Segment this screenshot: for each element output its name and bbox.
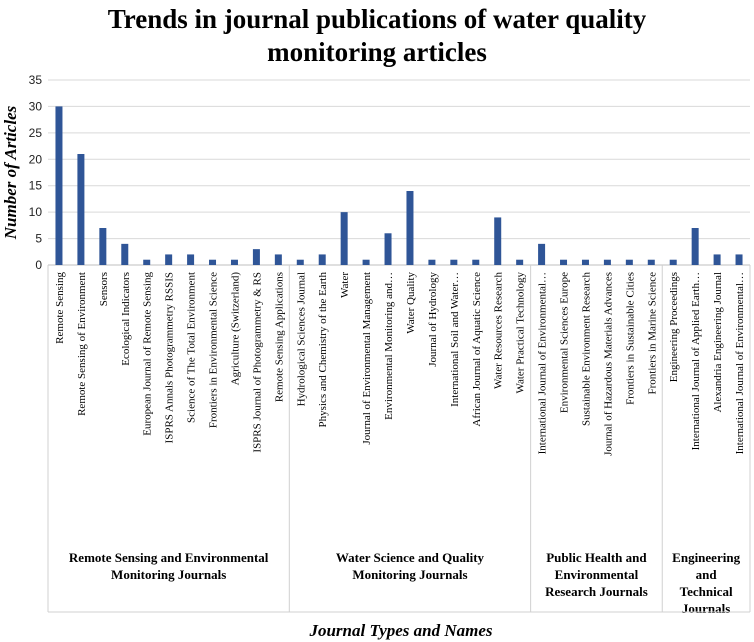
x-tick-label: Physics and Chemistry of the Earth: [317, 272, 329, 428]
x-tick-label: Water Practical Technology: [515, 272, 527, 394]
x-axis-title: Journal Types and Names: [308, 621, 492, 640]
x-tick-label: African Journal of Aquatic Science: [471, 272, 483, 427]
bar: [647, 259, 655, 265]
x-tick-label: Remote Sensing: [54, 272, 66, 344]
bar: [99, 228, 107, 265]
x-tick-label: International Journal of Environmental…: [537, 272, 549, 454]
group-label: Research Journals: [545, 584, 648, 599]
y-tick-label: 0: [35, 258, 42, 272]
group-label: and: [696, 567, 718, 582]
bar: [165, 254, 173, 265]
x-tick-label: Sensors: [98, 272, 110, 306]
group-label: Public Health and: [546, 550, 647, 565]
group-label: Engineering: [672, 550, 740, 565]
x-tick-label: Water: [339, 272, 351, 298]
bar: [450, 259, 458, 265]
group-label: Monitoring Journals: [111, 567, 226, 582]
x-tick-label: Agriculture (Switzerland): [229, 272, 241, 386]
bar: [713, 254, 721, 265]
y-tick-label: 25: [29, 126, 43, 140]
chart-title-line: monitoring articles: [267, 37, 487, 67]
bar: [230, 259, 238, 265]
bars: [55, 106, 743, 265]
bar: [669, 259, 677, 265]
bar: [538, 243, 546, 265]
bar: [209, 259, 217, 265]
y-tick-label: 5: [35, 232, 42, 246]
bar: [384, 233, 392, 265]
x-tick-label: Frontiers in Sustainable Cities: [624, 272, 636, 405]
y-tick-label: 10: [29, 205, 43, 219]
x-tick-label: Frontiers in Environmental Science: [208, 272, 220, 428]
x-tick-label: Hydrological Sciences Journal: [295, 272, 307, 406]
group-label: Remote Sensing and Environmental: [69, 550, 269, 565]
group-label: Environmental: [555, 567, 639, 582]
x-tick-label: Environmental Sciences Europe: [559, 272, 571, 413]
group-label: Monitoring Journals: [352, 567, 467, 582]
bar: [603, 259, 611, 265]
bar: [318, 254, 326, 265]
group-label: Technical: [680, 584, 733, 599]
bar: [143, 259, 151, 265]
x-axis-ticks: Remote Sensing Remote Sensing of Environm…: [54, 272, 746, 456]
x-tick-label: International Journal of Applied Earth…: [690, 272, 702, 450]
x-tick-label: ISPRS Annals Photogrammetry RSSIS: [164, 272, 176, 443]
chart-title: Trends in journal publications of water …: [108, 4, 647, 67]
y-axis-title: Number of Articles: [1, 105, 20, 240]
bar: [516, 259, 524, 265]
x-tick-label: ISPRS Journal of Photogrammetry & RS: [251, 272, 263, 453]
y-tick-label: 30: [29, 99, 43, 113]
bar: [340, 212, 348, 265]
x-tick-label: Journal of Hazardous Materials Advances: [602, 272, 614, 456]
x-tick-label: Water Quality: [405, 272, 417, 334]
x-tick-label: European Journal of Remote Sensing: [142, 272, 154, 436]
bar: [406, 191, 414, 265]
bar: [560, 259, 568, 265]
bar: [296, 259, 304, 265]
group-label: Journals: [682, 601, 730, 616]
gridlines: [48, 79, 750, 266]
x-tick-label: Remote Sensing Applications: [273, 272, 285, 402]
x-tick-label: Remote Sensing of Environment: [76, 272, 88, 416]
x-tick-label: Ecological Indicators: [120, 272, 132, 366]
x-tick-label: International Soil and Water…: [449, 272, 461, 407]
x-tick-label: Frontiers in Marine Science: [646, 272, 658, 395]
x-tick-label: International Journal of Environmental…: [734, 272, 746, 454]
bar: [55, 106, 63, 265]
bar: [252, 249, 260, 265]
x-tick-label: Alexandria Engineering Journal: [712, 272, 724, 413]
x-tick-label: Journal of Hydrology: [427, 272, 439, 367]
bar: [494, 217, 502, 265]
bar: [472, 259, 480, 265]
bar: [121, 243, 129, 265]
bar: [77, 154, 85, 265]
group-label: Water Science and Quality: [336, 550, 485, 565]
x-tick-label: Engineering Proceedings: [668, 272, 680, 382]
x-tick-label: Sustainable Environment Research: [580, 272, 592, 426]
chart-title-line: Trends in journal publications of water …: [108, 4, 647, 34]
bar: [735, 254, 743, 265]
x-tick-label: Science of The Total Environment: [186, 272, 198, 423]
x-tick-label: Environmental Monitoring and…: [383, 272, 395, 420]
bar: [581, 259, 589, 265]
bar: [362, 259, 370, 265]
bar: [274, 254, 282, 265]
bar: [691, 228, 699, 265]
category-groups: Remote Sensing and Environmental Monitori…: [47, 265, 751, 616]
bar: [187, 254, 195, 265]
bar: [428, 259, 436, 265]
y-axis-ticks: 0 5 10 15 20 25 30 35: [29, 73, 43, 272]
y-tick-label: 20: [29, 152, 43, 166]
y-tick-label: 15: [29, 179, 43, 193]
bar: [625, 259, 633, 265]
x-tick-label: Water Resources Research: [493, 272, 505, 390]
y-tick-label: 35: [29, 73, 43, 87]
x-tick-label: Journal of Environmental Management: [361, 272, 373, 445]
